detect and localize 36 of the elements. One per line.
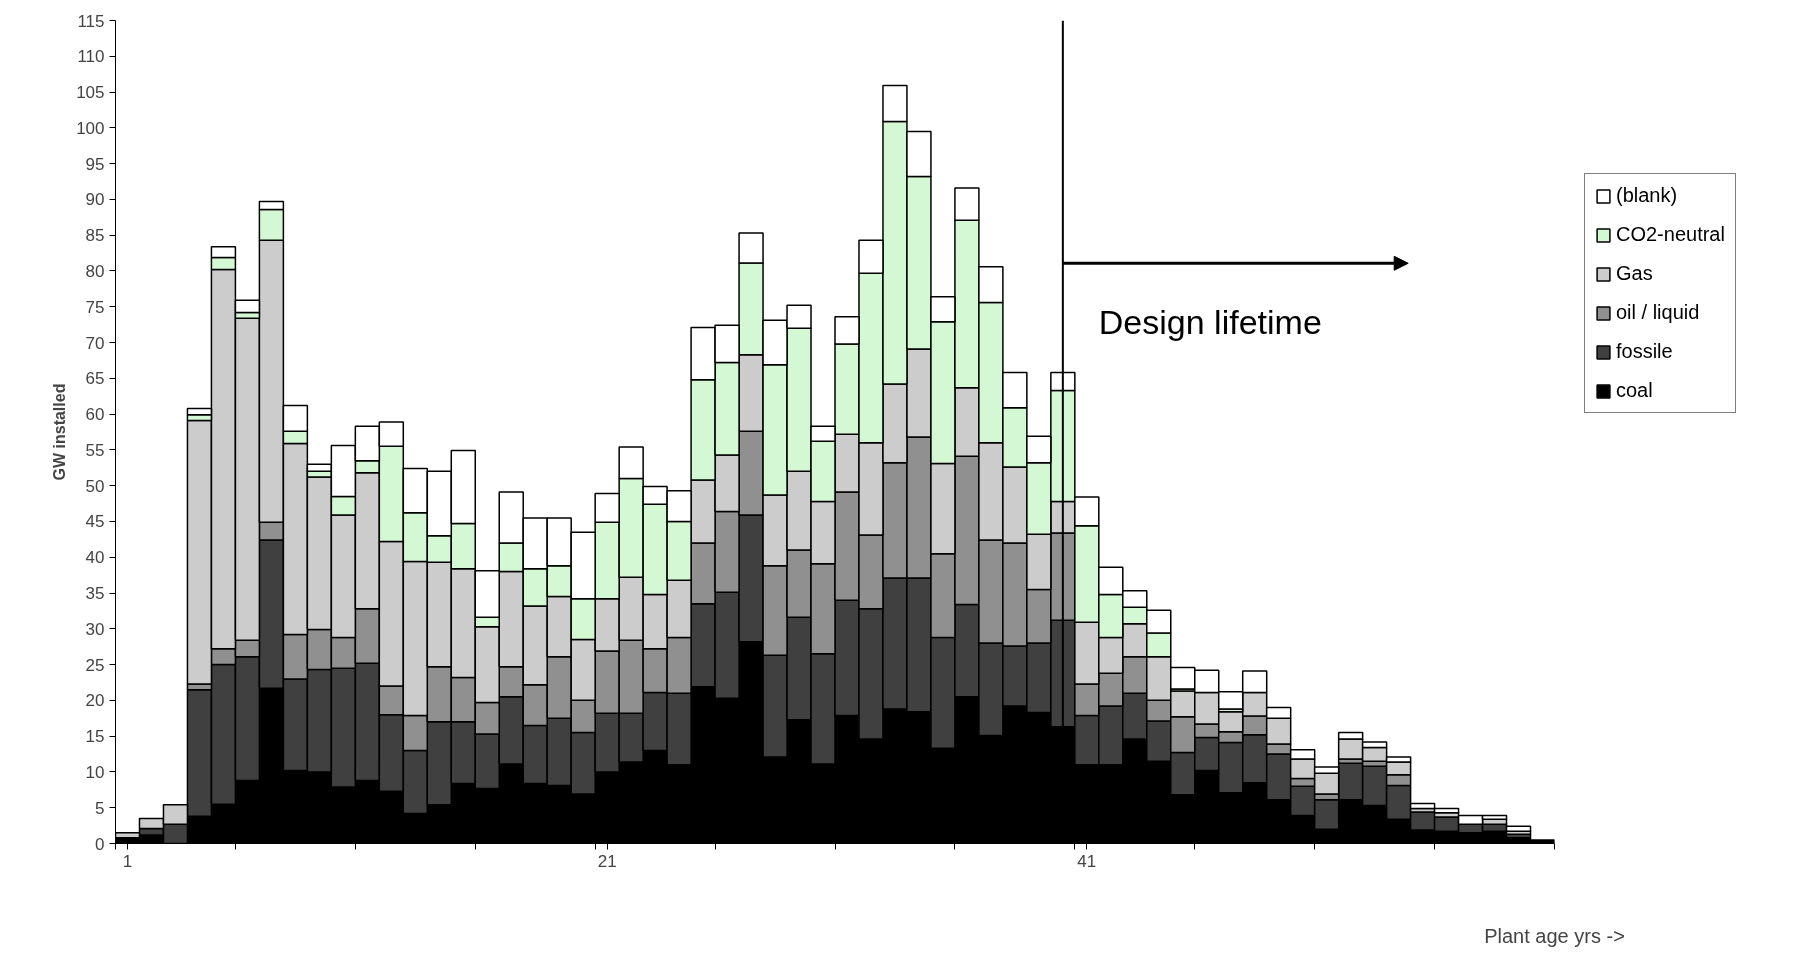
x-tick-label: 41 [1077, 851, 1097, 871]
y-tick-label: 100 [76, 118, 105, 138]
legend-label: CO2-neutral [1616, 223, 1725, 246]
y-tick-label: 35 [85, 584, 105, 604]
y-tick-label: 85 [85, 226, 105, 246]
legend-label: oil / liquid [1616, 301, 1700, 324]
legend-label: Gas [1616, 262, 1653, 285]
y-tick-label: 75 [85, 297, 105, 317]
y-axis-title: GW installed [51, 383, 69, 481]
y-tick-label: 20 [85, 691, 105, 711]
y-tick-label: 40 [85, 548, 105, 568]
legend-label: (blank) [1616, 184, 1678, 207]
y-tick-label: 65 [85, 369, 105, 389]
y-tick-label: 5 [95, 798, 105, 818]
legend-label: coal [1616, 379, 1653, 402]
y-tick-label: 50 [85, 476, 105, 496]
y-tick-label: 80 [85, 261, 105, 281]
y-tick-label: 0 [95, 834, 105, 854]
y-tick-label: 25 [85, 655, 105, 675]
legend-label: fossile [1616, 340, 1673, 363]
y-tick-label: 55 [85, 440, 105, 460]
y-tick-label: 60 [85, 405, 105, 425]
y-tick-label: 105 [76, 83, 105, 103]
y-tick-label: 110 [77, 47, 105, 67]
y-tick-label: 30 [85, 619, 105, 639]
y-tick-label: 95 [85, 154, 105, 174]
x-tick-label: 1 [122, 851, 133, 871]
y-tick-label: 115 [77, 11, 105, 31]
y-tick-label: 90 [85, 190, 105, 210]
x-axis-title: Plant age yrs -> [1484, 924, 1625, 947]
ref-line-label: Design lifetime [1098, 303, 1322, 342]
x-tick-label: 21 [597, 851, 617, 871]
y-tick-label: 15 [85, 727, 105, 747]
y-tick-label: 70 [85, 333, 105, 353]
y-tick-label: 10 [85, 762, 105, 782]
y-tick-label: 45 [85, 512, 105, 532]
